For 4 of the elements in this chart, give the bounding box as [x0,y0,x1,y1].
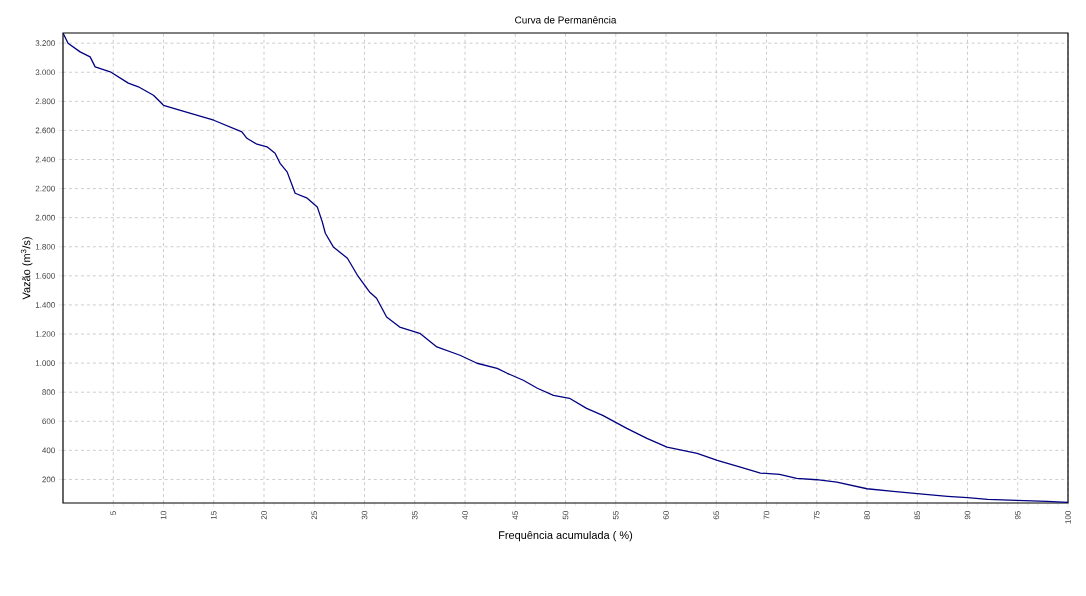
line-series [63,33,1068,503]
chart-title: Curva de Permanência [515,16,617,24]
y-axis-title: Vazão (m$^{3}$/s) [20,237,33,300]
x-axis-title: Frequência acumulada ( %) [499,530,633,542]
